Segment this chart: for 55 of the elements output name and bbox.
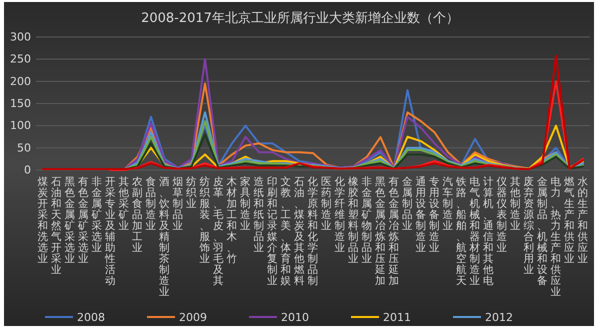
x-tick-label: 农副食品加工业	[132, 176, 143, 254]
y-tick-label: 300	[10, 30, 31, 44]
category-label: 有色金属冶炼和压延加	[388, 176, 400, 287]
x-tick-label: 仪器仪表制造业	[496, 176, 508, 254]
x-tick-label: 食品制造业	[146, 176, 156, 232]
category-label: 金属制品、机械和设备	[537, 176, 548, 287]
x-tick-label: 通用设备制造业	[416, 175, 426, 254]
category-label: 黑色金属冶炼和压延加	[375, 176, 386, 287]
x-tick-label: 煤炭开采和洗选业	[38, 176, 48, 265]
x-tick-label: 燃气生产和供应业	[564, 176, 575, 265]
x-tick-label: 金属制品业	[402, 176, 413, 232]
legend-label: 2009	[179, 311, 207, 324]
x-tick-label: 家具制造业	[240, 175, 251, 232]
x-tick-label: 其他采矿业	[118, 175, 130, 232]
x-tick-label: 专用设备制造业	[429, 175, 440, 254]
x-tick-label: 橡胶和塑料制品业	[348, 176, 359, 265]
x-tick-label: 有色金属矿采选业	[77, 176, 89, 265]
x-tick-label: 木材加工和木、竹	[226, 175, 238, 265]
category-label: 电气机械和器材制造业	[470, 176, 480, 287]
category-label: 酒、饮料及精制茶制造业	[159, 176, 170, 298]
x-tick-label: 其他制造业	[510, 175, 521, 232]
line-series	[42, 54, 584, 170]
y-tick-label: 0	[24, 164, 31, 177]
y-tick-label: 100	[10, 119, 31, 132]
x-tick-label: 非金属矿采选业	[90, 175, 102, 254]
x-tick-label: 纺织业	[186, 175, 197, 210]
x-tick-label: 水的生产和供应业	[578, 175, 588, 265]
legend-label: 2008	[77, 311, 105, 324]
y-tick-label: 150	[10, 97, 31, 110]
category-label: 废弃资源综合利用业	[524, 176, 534, 276]
category-label: 开采专业及辅助性活动	[105, 176, 116, 287]
category-label: 皮革、毛皮、羽毛及其	[213, 176, 224, 287]
chart-title: 2008-2017年北京工业所属行业大类新增企业数（个）	[141, 11, 459, 26]
category-label: 铁路、船舶、航空航天	[456, 176, 467, 287]
x-tick-label: 纺织服装、服饰业	[198, 175, 210, 265]
x-tick-label: 医药制造业	[321, 176, 332, 232]
category-label: 电力、热力生产和供应业	[550, 176, 562, 298]
x-tick-label: 汽车制造业	[442, 176, 454, 232]
category-label: 印刷和记录媒介复制业	[267, 176, 278, 287]
x-tick-label: 烟草制品业	[172, 176, 184, 232]
y-tick-label: 250	[10, 52, 31, 66]
category-label: 石油、煤炭及其他燃料	[294, 176, 305, 287]
x-tick-label: 黑色金属矿采选业	[64, 176, 76, 265]
category-label: 化学原料和化学制品制	[308, 176, 318, 287]
legend-label: 2010	[281, 311, 309, 324]
x-tick-label: 造纸和纸制品业	[254, 175, 264, 254]
category-label: 文教、工美、体育和娱	[280, 176, 292, 287]
y-tick-label: 200	[10, 74, 31, 88]
category-label: 计算机、通信和其他电	[483, 176, 494, 287]
x-tick-label: 非金属矿物制品业	[360, 175, 372, 265]
x-tick-label: 化学纤维制造业	[334, 176, 346, 254]
category-label: 石油和天然气开采业	[51, 176, 62, 276]
legend-label: 2011	[383, 311, 411, 324]
y-tick-label: 50	[17, 141, 31, 154]
legend-label: 2012	[485, 311, 513, 324]
